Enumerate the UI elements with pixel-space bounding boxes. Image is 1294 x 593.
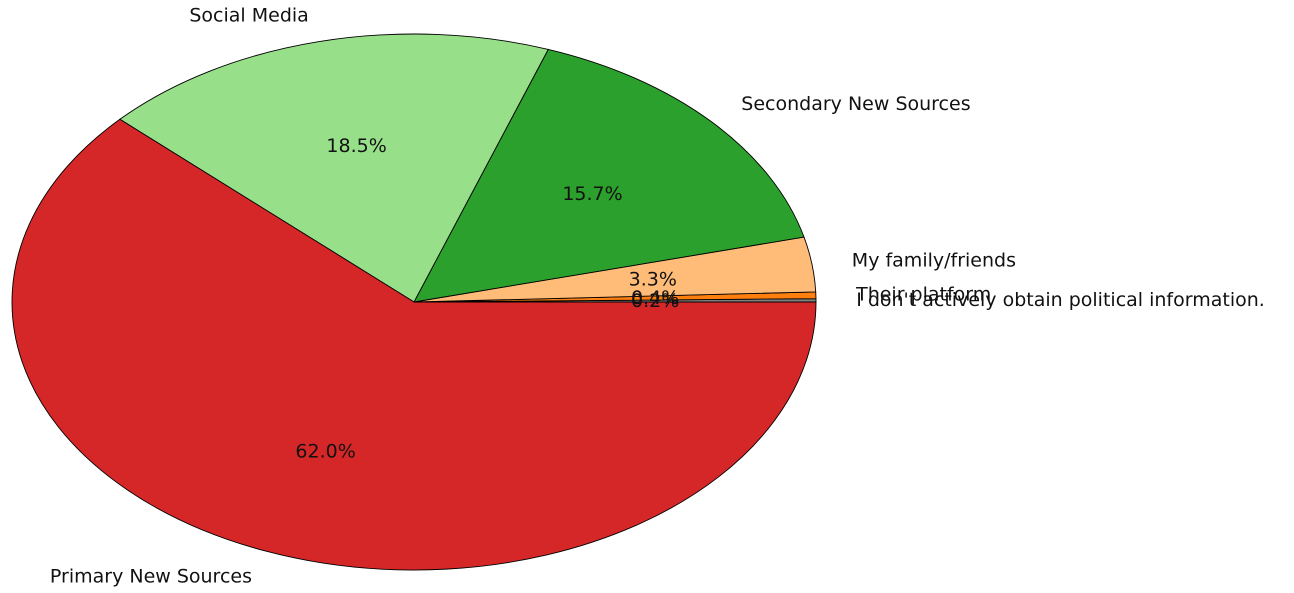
pie-slice-secondary-new-sources: [413, 48, 805, 303]
slice-label-my-family-friends: My family/friends: [852, 250, 1016, 272]
pie-slice-primary-new-sources: [11, 118, 817, 571]
slice-percent-secondary-new-sources: 15.7%: [562, 183, 622, 205]
slice-label-i-don-t-actively-obtain-political-information: I don't actively obtain political inform…: [856, 289, 1265, 311]
slice-label-their-platform: Their platform: [855, 284, 991, 306]
slice-percent-social-media: 18.5%: [326, 135, 386, 157]
pie-slice-social-media: [119, 33, 549, 303]
slice-percent-primary-new-sources: 62.0%: [295, 441, 355, 463]
slice-percent-i-don-t-actively-obtain-political-information: 0.2%: [631, 290, 679, 312]
slice-label-secondary-new-sources: Secondary New Sources: [741, 93, 970, 115]
slice-label-social-media: Social Media: [189, 5, 308, 27]
slice-percent-their-platform: 0.4%: [631, 287, 679, 309]
slice-label-primary-new-sources: Primary New Sources: [50, 565, 252, 587]
slice-percent-my-family-friends: 3.3%: [629, 268, 677, 290]
